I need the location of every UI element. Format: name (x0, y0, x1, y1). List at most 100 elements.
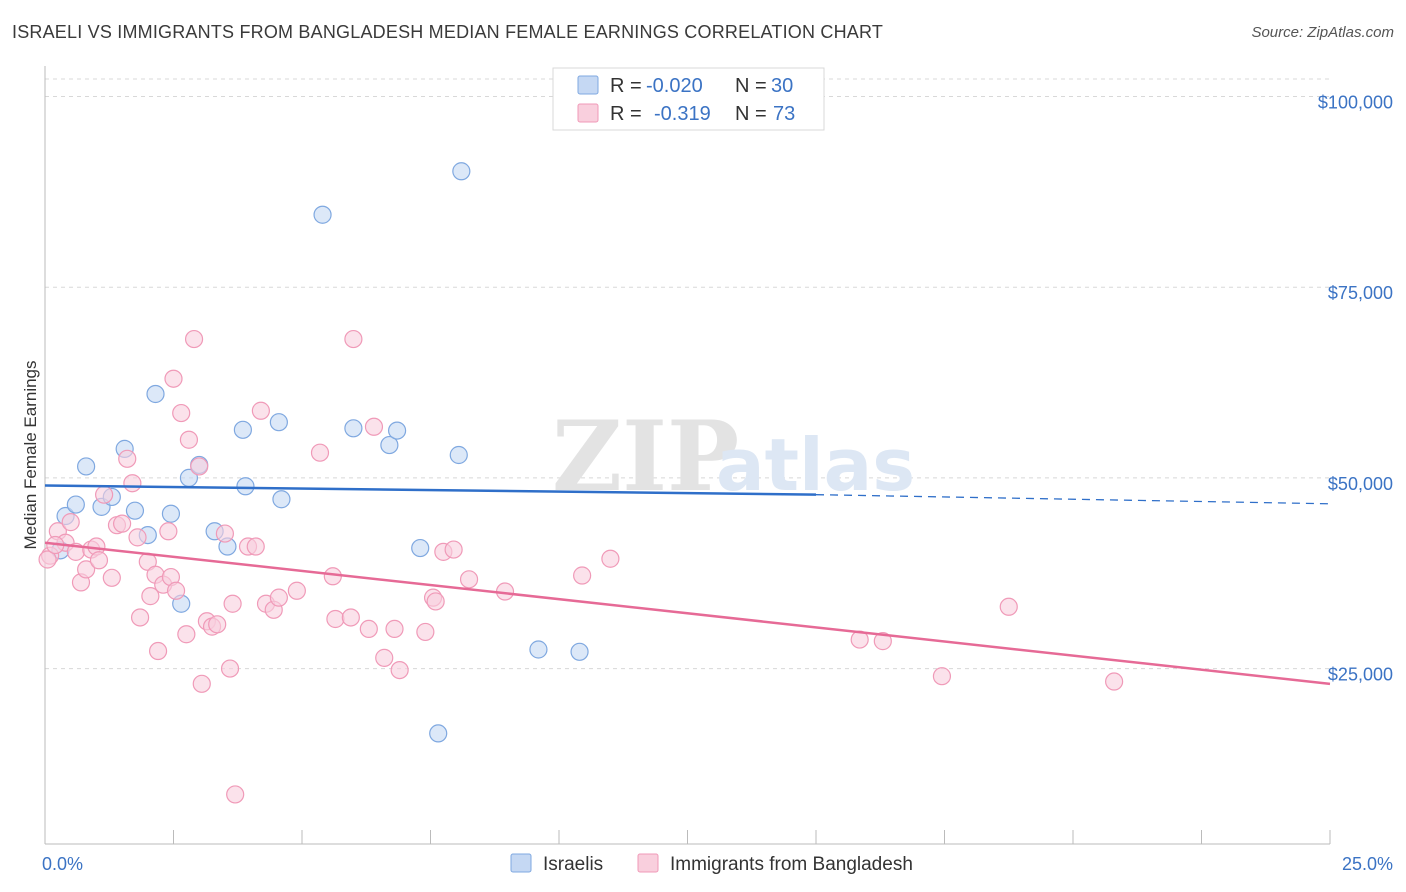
bottom-legend: Israelis Immigrants from Bangladesh (510, 853, 913, 875)
trend-line-israelis (44, 484, 817, 496)
point-bangladesh-23 (159, 522, 178, 541)
point-bangladesh-35 (208, 615, 227, 634)
legend-swatch-bangladesh (577, 103, 599, 123)
watermark-zip: ZIP (552, 400, 739, 513)
point-bangladesh-19 (141, 587, 160, 606)
point-israelis-2 (66, 495, 85, 514)
point-bangladesh-54 (375, 648, 394, 667)
trend-lines (44, 484, 1331, 686)
point-bangladesh-16 (128, 528, 147, 547)
bottom-legend-label-bangladesh: Immigrants from Bangladesh (670, 854, 913, 875)
bottom-legend-label-israelis: Israelis (543, 854, 603, 875)
legend-n-value-israelis: 30 (771, 75, 793, 97)
legend-n-label-2: N = (735, 103, 767, 125)
point-israelis-18 (269, 413, 288, 432)
point-bangladesh-49 (326, 609, 345, 629)
trend-line-bangladesh (44, 541, 1331, 686)
point-bangladesh-25 (164, 369, 183, 388)
point-israelis-3 (77, 457, 96, 476)
point-israelis-22 (380, 435, 399, 455)
bottom-legend-swatch-bangladesh (637, 853, 659, 873)
data-points (38, 162, 1124, 804)
legend-r-value-bangladesh: -0.319 (654, 103, 711, 125)
point-bangladesh-36 (215, 524, 234, 543)
point-israelis-24 (411, 538, 430, 558)
x-tick-labels: 0.0% 25.0% (42, 854, 1393, 874)
point-bangladesh-14 (118, 449, 137, 468)
point-bangladesh-57 (416, 622, 435, 642)
point-bangladesh-61 (444, 540, 463, 559)
point-bangladesh-6 (77, 560, 96, 579)
point-bangladesh-46 (287, 581, 306, 600)
point-bangladesh-56 (390, 660, 409, 680)
point-israelis-23 (387, 421, 407, 440)
x-tick-label-1: 25.0% (1342, 854, 1393, 874)
y-tick-label-3: $100,000 (1318, 93, 1393, 113)
point-bangladesh-50 (341, 608, 360, 627)
point-bangladesh-45 (269, 588, 288, 607)
point-bangladesh-10 (95, 485, 114, 504)
chart-title: ISRAELI VS IMMIGRANTS FROM BANGLADESH ME… (12, 22, 884, 42)
point-israelis-27 (452, 162, 471, 181)
point-bangladesh-30 (184, 329, 204, 349)
point-bangladesh-27 (172, 403, 191, 423)
point-bangladesh-55 (385, 619, 404, 639)
point-bangladesh-38 (223, 594, 242, 613)
point-bangladesh-3 (61, 513, 80, 532)
point-bangladesh-59 (426, 592, 445, 611)
y-tick-label-1: $50,000 (1328, 474, 1393, 494)
point-bangladesh-70 (1105, 672, 1124, 691)
point-bangladesh-37 (220, 659, 240, 678)
gridlines (45, 78, 1330, 670)
point-israelis-25 (429, 724, 448, 743)
point-bangladesh-42 (251, 401, 270, 420)
point-israelis-28 (529, 640, 548, 659)
point-bangladesh-13 (112, 514, 132, 533)
bottom-legend-swatch-israelis (510, 853, 532, 873)
point-israelis-29 (570, 642, 589, 661)
chart-source: Source: ZipAtlas.com (1251, 24, 1394, 41)
legend-r-label-1: R = (610, 75, 642, 97)
point-bangladesh-51 (344, 329, 363, 349)
point-israelis-19 (272, 490, 291, 509)
axes (44, 66, 1331, 845)
point-israelis-20 (313, 205, 332, 224)
point-bangladesh-47 (310, 443, 330, 462)
point-bangladesh-62 (459, 570, 479, 589)
point-israelis-9 (146, 384, 165, 404)
x-tick-label-0: 0.0% (42, 854, 83, 874)
y-axis-label: Median Female Earnings (21, 361, 40, 550)
point-bangladesh-64 (573, 566, 592, 585)
point-bangladesh-31 (190, 457, 209, 476)
point-bangladesh-65 (601, 549, 620, 568)
legend-r-label-2: R = (610, 103, 642, 125)
point-israelis-16 (233, 420, 252, 439)
point-bangladesh-48 (323, 567, 342, 586)
point-bangladesh-15 (123, 474, 142, 493)
point-bangladesh-68 (932, 667, 952, 686)
point-israelis-26 (449, 445, 468, 465)
point-bangladesh-28 (177, 625, 196, 644)
point-bangladesh-26 (166, 581, 186, 600)
point-israelis-10 (161, 504, 181, 523)
point-bangladesh-29 (179, 430, 199, 449)
point-israelis-17 (236, 477, 255, 496)
point-bangladesh-32 (192, 674, 211, 693)
point-bangladesh-41 (246, 537, 265, 556)
y-tick-labels: $25,000 $50,000 $75,000 $100,000 (1318, 93, 1393, 685)
point-israelis-21 (344, 419, 363, 438)
point-israelis-7 (125, 501, 145, 520)
point-bangladesh-69 (999, 597, 1018, 616)
legend-r-value-israelis: -0.020 (646, 75, 703, 97)
point-bangladesh-53 (364, 417, 384, 436)
point-bangladesh-52 (359, 619, 378, 639)
point-bangladesh-39 (226, 785, 245, 804)
point-bangladesh-71 (38, 550, 57, 569)
point-bangladesh-9 (89, 551, 109, 570)
trend-line-israelis-extension (815, 494, 1331, 505)
point-bangladesh-17 (130, 608, 150, 627)
legend: R = -0.020 N = 30 R = -0.319 N = 73 (552, 67, 825, 131)
point-bangladesh-11 (102, 568, 121, 587)
point-bangladesh-21 (148, 641, 168, 661)
